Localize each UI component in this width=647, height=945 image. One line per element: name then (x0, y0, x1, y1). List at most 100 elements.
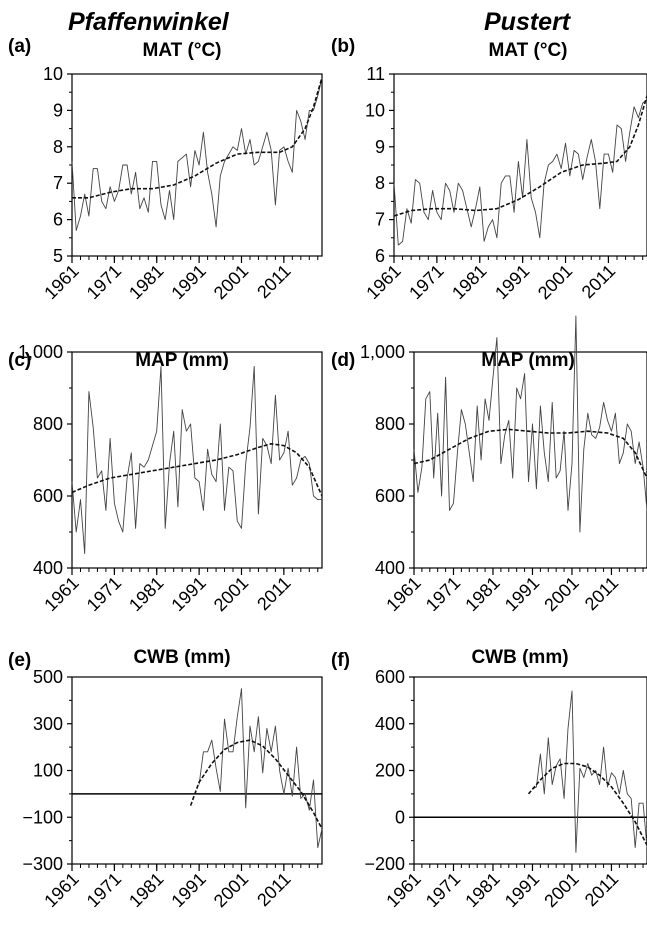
x-tick-label: 1981 (448, 261, 490, 303)
panel-title: CWB (mm) (133, 647, 230, 668)
x-tick-label: 2001 (540, 573, 582, 615)
x-tick-label: 2001 (534, 261, 576, 303)
y-tick-label: 100 (33, 761, 63, 781)
y-tick-label: 600 (375, 667, 405, 687)
annual-line (532, 690, 647, 853)
x-tick-label: 1981 (125, 573, 167, 615)
panel-title: MAT (°C) (143, 40, 222, 61)
y-tick-label: 0 (395, 807, 405, 827)
annual-line (198, 688, 323, 849)
y-tick-label: 1,000 (360, 342, 405, 362)
site-title-right: Pustert (484, 8, 572, 36)
trend-line (393, 95, 647, 217)
panel-title: MAP (mm) (481, 350, 575, 371)
panel-b: (b) MAT (°C) 6 7 8 9 10 11 1961 1971 1981 1991 2001 2… (331, 36, 647, 303)
x-tick-label: 2001 (540, 869, 582, 911)
x-tick-label: 1991 (167, 573, 209, 615)
panel-title: MAP (mm) (135, 350, 229, 371)
panel-label: (e) (8, 650, 31, 671)
x-tick-label: 1961 (40, 261, 82, 303)
panel-f: (f) CWB (mm) −200 0 200 400 600 196119711981199… (331, 647, 647, 911)
x-tick-label: 1981 (461, 869, 503, 911)
y-tick-label: 800 (33, 414, 63, 434)
panel-c: (c) MAP (mm) 400 600 800 1,000 1961 1971 1981 199… (8, 342, 323, 615)
trend-line (189, 739, 323, 830)
y-tick-label: 200 (375, 761, 405, 781)
annual-line (413, 315, 647, 533)
x-tick-label: 2011 (253, 869, 295, 911)
panel-title: MAT (°C) (489, 40, 568, 61)
y-tick-label: 7 (53, 173, 63, 193)
trend-line (413, 428, 647, 479)
x-tick-label: 1991 (167, 261, 209, 303)
x-tick-label: 1991 (501, 869, 543, 911)
y-tick-label: −100 (22, 807, 63, 827)
y-tick-label: 5 (53, 246, 63, 266)
y-tick-label: 9 (53, 100, 63, 120)
y-tick-label: 7 (375, 210, 385, 230)
x-tick-label: 1981 (125, 869, 167, 911)
x-tick-label: 1961 (382, 869, 424, 911)
x-tick-label: 1961 (40, 573, 82, 615)
x-tick-label: 1981 (461, 573, 503, 615)
x-tick-label: 1961 (362, 261, 404, 303)
panel-label: (f) (331, 650, 350, 671)
annual-line (71, 77, 323, 231)
trend-line (71, 442, 323, 497)
x-tick-label: 1981 (125, 261, 167, 303)
y-tick-label: 11 (366, 64, 385, 84)
x-tick-label: 2011 (253, 573, 295, 615)
y-tick-label: −300 (22, 854, 63, 874)
y-tick-label: −200 (364, 854, 405, 874)
x-tick-label: 1991 (491, 261, 533, 303)
panel-e: (e) CWB (mm) −300 −100 100 300 500 1961 1971 1981… (8, 647, 323, 911)
y-tick-label: 10 (43, 64, 63, 84)
y-tick-label: 600 (375, 486, 405, 506)
trend-line (527, 762, 647, 846)
x-tick-label: 1971 (83, 261, 125, 303)
x-tick-label: 2011 (253, 261, 295, 303)
plot-frame (71, 73, 323, 257)
y-tick-label: 10 (365, 100, 385, 120)
y-tick-label: 600 (33, 486, 63, 506)
site-title-left: Pfaffenwinkel (68, 8, 230, 36)
x-tick-label: 2011 (581, 869, 623, 911)
y-tick-label: 8 (375, 173, 385, 193)
y-tick-label: 800 (375, 414, 405, 434)
annual-line (393, 99, 647, 246)
x-tick-label: 1971 (405, 261, 447, 303)
panel-a: (a) MAT (°C) 5 6 7 8 9 10 1961 1971 1981 1991 2001 20… (8, 36, 323, 303)
x-tick-label: 2001 (210, 869, 252, 911)
x-tick-label: 1961 (40, 869, 82, 911)
y-tick-label: 500 (33, 667, 63, 687)
x-tick-label: 2001 (210, 573, 252, 615)
y-tick-label: 8 (53, 137, 63, 157)
y-tick-label: 400 (375, 714, 405, 734)
plot-frame (71, 351, 323, 569)
plot-frame (413, 351, 647, 569)
x-tick-label: 1971 (422, 573, 464, 615)
x-tick-label: 1991 (501, 573, 543, 615)
x-tick-label: 1991 (167, 869, 209, 911)
y-tick-label: 6 (53, 210, 63, 230)
y-tick-label: 9 (375, 137, 385, 157)
panel-label: (c) (8, 350, 31, 371)
y-tick-label: 300 (33, 714, 63, 734)
y-tick-label: 400 (375, 558, 405, 578)
panel-title: CWB (mm) (471, 647, 568, 668)
plot-frame (413, 676, 647, 865)
panel-d: (d) MAP (mm) 400 600 800 1,000 196119711981199… (331, 315, 647, 615)
x-tick-label: 1971 (83, 573, 125, 615)
x-tick-label: 2011 (581, 573, 623, 615)
panel-label: (a) (8, 36, 31, 57)
y-tick-label: 6 (375, 246, 385, 266)
panel-label: (b) (331, 36, 355, 57)
y-tick-label: 400 (33, 558, 63, 578)
x-tick-label: 2001 (210, 261, 252, 303)
x-tick-label: 2011 (578, 261, 620, 303)
y-tick-label: 1,000 (18, 342, 63, 362)
panel-label: (d) (331, 350, 355, 371)
x-tick-label: 1971 (83, 869, 125, 911)
